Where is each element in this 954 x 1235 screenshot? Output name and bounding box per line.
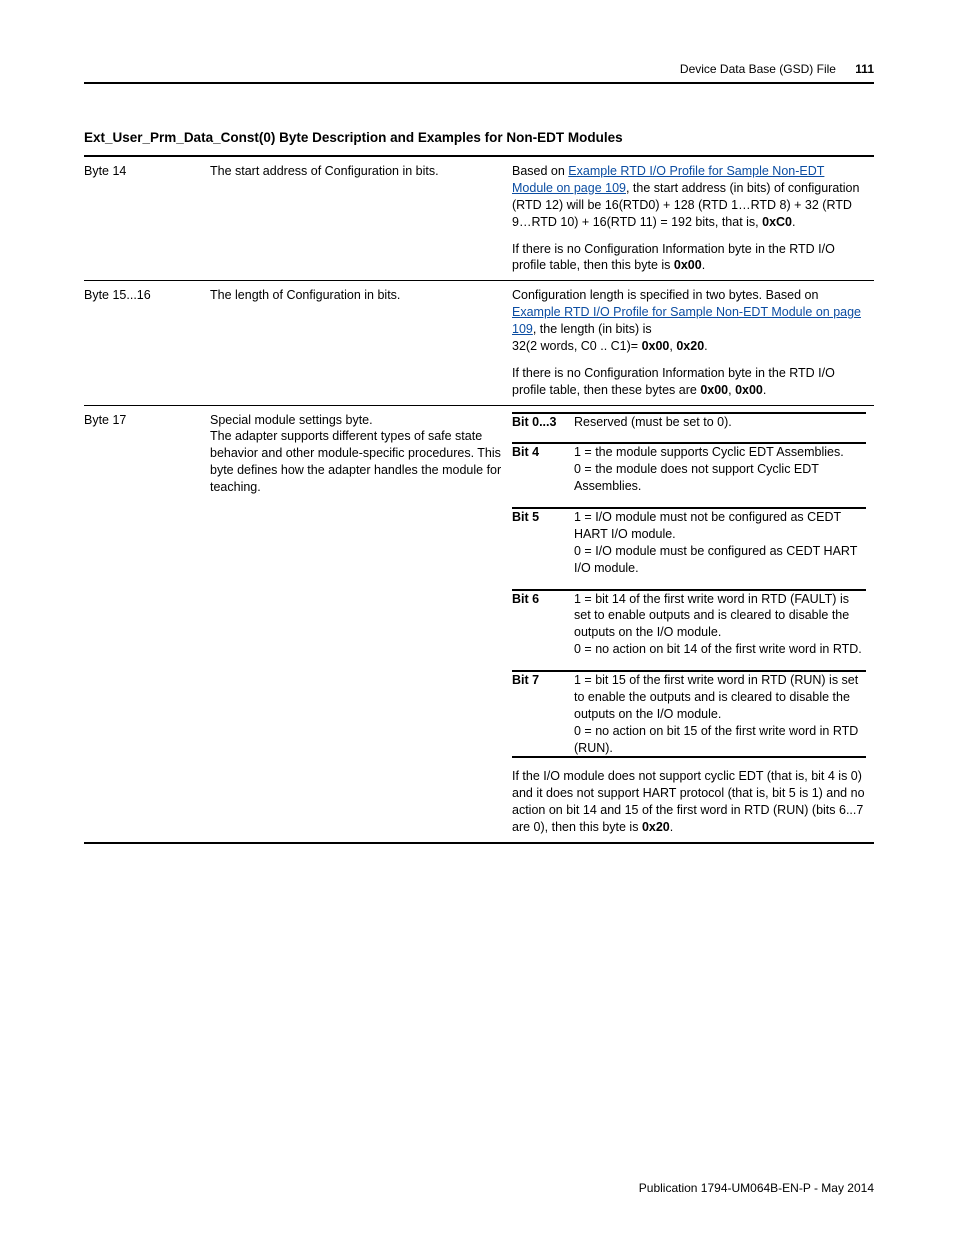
table-title: Ext_User_Prm_Data_Const(0) Byte Descript…	[84, 130, 874, 145]
text: 1 = bit 15 of the first write word in RT…	[574, 673, 858, 721]
bit-desc: 1 = bit 14 of the first write word in RT…	[574, 590, 866, 672]
byte-example: Based on Example RTD I/O Profile for Sam…	[512, 156, 874, 281]
byte-description-table: Byte 14 The start address of Configurati…	[84, 155, 874, 844]
header-page: 111	[839, 62, 874, 76]
running-header: Device Data Base (GSD) File 111	[84, 62, 874, 84]
bit-label: Bit 6	[512, 590, 574, 672]
publication-footer: Publication 1794-UM064B-EN-P - May 2014	[639, 1181, 874, 1195]
text: 0 = no action on bit 15 of the first wri…	[574, 724, 858, 755]
bit-label: Bit 0...3	[512, 413, 574, 444]
text: 0 = the module does not support Cyclic E…	[574, 462, 819, 493]
text: .	[702, 258, 705, 272]
byte-example: Bit 0...3 Reserved (must be set to 0). B…	[512, 405, 874, 843]
bits-table: Bit 0...3 Reserved (must be set to 0). B…	[512, 412, 866, 759]
bit-label: Bit 4	[512, 443, 574, 508]
text: 0 = I/O module must be configured as CED…	[574, 544, 857, 575]
value: 0x00	[642, 339, 670, 353]
value: 0xC0	[762, 215, 792, 229]
byte-desc: Special module settings byte. The adapte…	[210, 405, 512, 843]
text: 0 = no action on bit 14 of the first wri…	[574, 642, 862, 656]
byte-label: Byte 17	[84, 405, 210, 843]
text: 1 = the module supports Cyclic EDT Assem…	[574, 445, 844, 459]
text: If the I/O module does not support cycli…	[512, 769, 865, 834]
bit-label: Bit 7	[512, 671, 574, 757]
value: 0x00	[674, 258, 702, 272]
bit-label: Bit 5	[512, 508, 574, 590]
bit-desc: 1 = the module supports Cyclic EDT Assem…	[574, 443, 866, 508]
text: .	[704, 339, 707, 353]
text: .	[763, 383, 766, 397]
value: 0x00	[700, 383, 728, 397]
text: 32(2 words, C0 .. C1)=	[512, 339, 642, 353]
byte-label: Byte 14	[84, 156, 210, 281]
value: 0x20	[642, 820, 670, 834]
header-section: Device Data Base (GSD) File	[680, 62, 836, 76]
text: 1 = I/O module must not be configured as…	[574, 510, 841, 541]
text: Configuration length is specified in two…	[512, 288, 818, 302]
bit-desc: Reserved (must be set to 0).	[574, 413, 866, 444]
byte-label: Byte 15...16	[84, 281, 210, 405]
text: The adapter supports different types of …	[210, 429, 501, 494]
text: .	[792, 215, 795, 229]
value: 0x00	[735, 383, 763, 397]
text: Special module settings byte.	[210, 413, 373, 427]
bit-desc: 1 = I/O module must not be configured as…	[574, 508, 866, 590]
text: Based on	[512, 164, 568, 178]
text: .	[670, 820, 673, 834]
value: 0x20	[676, 339, 704, 353]
byte-desc: The start address of Configuration in bi…	[210, 156, 512, 281]
bit-desc: 1 = bit 15 of the first write word in RT…	[574, 671, 866, 757]
table-row: Byte 15...16 The length of Configuration…	[84, 281, 874, 405]
byte-desc: The length of Configuration in bits.	[210, 281, 512, 405]
table-row: Byte 17 Special module settings byte. Th…	[84, 405, 874, 843]
text: , the length (in bits) is	[533, 322, 652, 336]
byte-example: Configuration length is specified in two…	[512, 281, 874, 405]
text: If there is no Configuration Information…	[512, 366, 835, 397]
text: 1 = bit 14 of the first write word in RT…	[574, 592, 849, 640]
table-row: Byte 14 The start address of Configurati…	[84, 156, 874, 281]
